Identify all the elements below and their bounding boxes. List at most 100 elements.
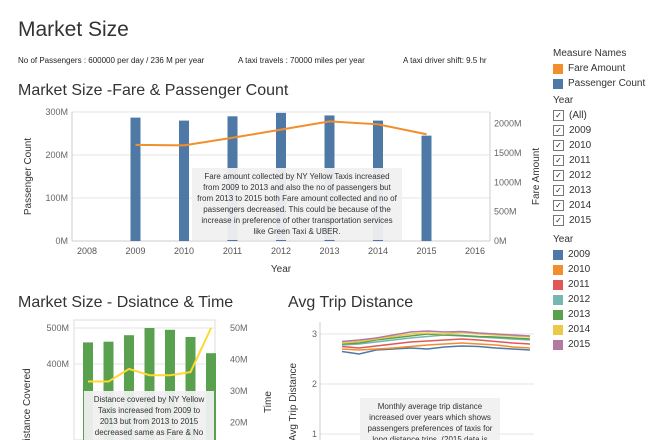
legend-swatch	[553, 324, 563, 335]
bar-distance-covered	[103, 341, 114, 440]
bar-distance-covered	[124, 335, 134, 440]
bar-passenger-count	[130, 117, 141, 241]
year-filter-checkbox[interactable]: ✓	[553, 125, 564, 136]
y-axis-label: Avg Trip Distance	[288, 362, 299, 440]
y2-tick-label: 20M	[230, 418, 248, 428]
chart1-annotation: Fare amount collected by NY Yellow Taxis…	[192, 168, 402, 240]
measure-legend-label: Fare Amount	[568, 63, 626, 74]
y2-tick-label: 0M	[494, 236, 507, 246]
legend-panel: Measure Names Fare Amount Passenger Count…	[553, 48, 658, 352]
line-year-2012	[341, 334, 531, 346]
legend-swatch	[553, 78, 563, 89]
measure-legend-item[interactable]: Fare Amount	[553, 61, 658, 76]
line-year-2011	[341, 338, 531, 349]
line-year-2009	[341, 345, 531, 355]
year-legend-label: 2014	[568, 324, 591, 335]
measure-names-title: Measure Names	[553, 48, 627, 59]
x-tick-label: 2009	[125, 246, 145, 256]
legend-swatch	[553, 264, 563, 275]
year-filter-item[interactable]: ✓ (All)	[553, 108, 658, 123]
measure-legend-label: Passenger Count	[568, 78, 646, 89]
year-filter-label: 2015	[569, 215, 592, 226]
x-tick-label: 2016	[465, 246, 485, 256]
y2-tick-label: 500M	[494, 207, 517, 217]
year-filter-label: (All)	[569, 110, 587, 121]
y2-tick-label: 40M	[230, 355, 248, 365]
chart1-title: Market Size -Fare & Passenger Count	[18, 82, 289, 99]
year-filter-checkbox[interactable]: ✓	[553, 155, 564, 166]
year-filter-label: 2009	[569, 125, 592, 136]
line-year-2013	[341, 333, 531, 345]
bar-distance-covered	[185, 337, 196, 440]
y2-tick-label: 1000M	[494, 177, 522, 187]
year-color-title: Year	[553, 234, 574, 245]
bar-distance-covered	[165, 329, 175, 440]
year-legend-label: 2012	[568, 294, 591, 305]
x-tick-label: 2012	[271, 246, 291, 256]
year-filter-title: Year	[553, 95, 574, 106]
year-filter-item[interactable]: ✓ 2012	[553, 168, 658, 183]
year-filter-checkbox[interactable]: ✓	[553, 215, 564, 226]
year-filter-item[interactable]: ✓ 2013	[553, 183, 658, 198]
legend-swatch	[553, 279, 563, 290]
chart2-title: Market Size - Dsiatnce & Time	[18, 294, 234, 311]
year-filter-item[interactable]: ✓ 2015	[553, 213, 658, 228]
chart3-annotation: Monthly average trip distance increased …	[360, 398, 500, 440]
y2-tick-label: 30M	[230, 386, 248, 396]
legend-swatch	[553, 249, 563, 260]
chart2-annotation: Distance covered by NY Yellow Taxis incr…	[84, 391, 214, 440]
y-tick-label: 200M	[45, 150, 68, 160]
line-year-2014	[341, 331, 531, 344]
year-filter-checkbox[interactable]: ✓	[553, 185, 564, 196]
year-filter-checkbox[interactable]: ✓	[553, 170, 564, 181]
x-tick-label: 2008	[77, 246, 97, 256]
year-legend-label: 2010	[568, 264, 591, 275]
year-legend-label: 2011	[568, 279, 590, 290]
bar-passenger-count	[179, 120, 189, 241]
legend-swatch	[553, 309, 563, 320]
y2-tick-label: 2000M	[494, 119, 522, 129]
y2-axis-label: Time	[263, 391, 274, 413]
year-legend-item[interactable]: 2014	[553, 322, 658, 337]
x-tick-label: 2013	[319, 246, 339, 256]
x-tick-label: 2015	[416, 246, 436, 256]
y2-tick-label: 1500M	[494, 148, 522, 158]
y-axis-label: Passenger Count	[23, 138, 34, 215]
y2-axis-label: Fare Amount	[531, 148, 542, 205]
y-tick-label: 100M	[45, 193, 68, 203]
y-tick-label: 0M	[55, 236, 68, 246]
year-legend-label: 2015	[568, 339, 591, 350]
year-filter-checkbox[interactable]: ✓	[553, 110, 564, 121]
year-legend-item[interactable]: 2011	[553, 277, 658, 292]
year-legend-label: 2013	[568, 309, 591, 320]
measure-legend-item[interactable]: Passenger Count	[553, 76, 658, 91]
x-axis-label: Year	[271, 264, 292, 275]
legend-swatch	[553, 294, 563, 305]
year-filter-item[interactable]: ✓ 2010	[553, 138, 658, 153]
bar-distance-covered	[144, 328, 155, 440]
year-legend-item[interactable]: 2009	[553, 247, 658, 262]
chart3-title: Avg Trip Distance	[288, 294, 414, 311]
year-filter-item[interactable]: ✓ 2014	[553, 198, 658, 213]
year-legend-item[interactable]: 2015	[553, 337, 658, 352]
year-legend-label: 2009	[568, 249, 591, 260]
year-filter-item[interactable]: ✓ 2009	[553, 123, 658, 138]
legend-swatch	[553, 63, 563, 74]
year-legend-item[interactable]: 2010	[553, 262, 658, 277]
year-legend-item[interactable]: 2012	[553, 292, 658, 307]
y-tick-label: 400M	[46, 359, 69, 369]
bar-passenger-count	[421, 135, 432, 241]
year-legend-item[interactable]: 2013	[553, 307, 658, 322]
year-filter-checkbox[interactable]: ✓	[553, 140, 564, 151]
y-tick-label: 3	[312, 329, 317, 339]
y-tick-label: 500M	[46, 323, 69, 333]
year-filter-checkbox[interactable]: ✓	[553, 200, 564, 211]
y-axis-label: Distance Covered	[22, 368, 33, 440]
stat-miles: A taxi travels : 70000 miles per year	[238, 56, 365, 65]
y-tick-label: 1	[312, 429, 317, 439]
year-filter-item[interactable]: ✓ 2011	[553, 153, 658, 168]
stat-passengers: No of Passengers : 600000 per day / 236 …	[18, 56, 205, 65]
line-year-2010	[341, 342, 531, 351]
legend-swatch	[553, 339, 563, 350]
y-tick-label: 2	[312, 379, 317, 389]
